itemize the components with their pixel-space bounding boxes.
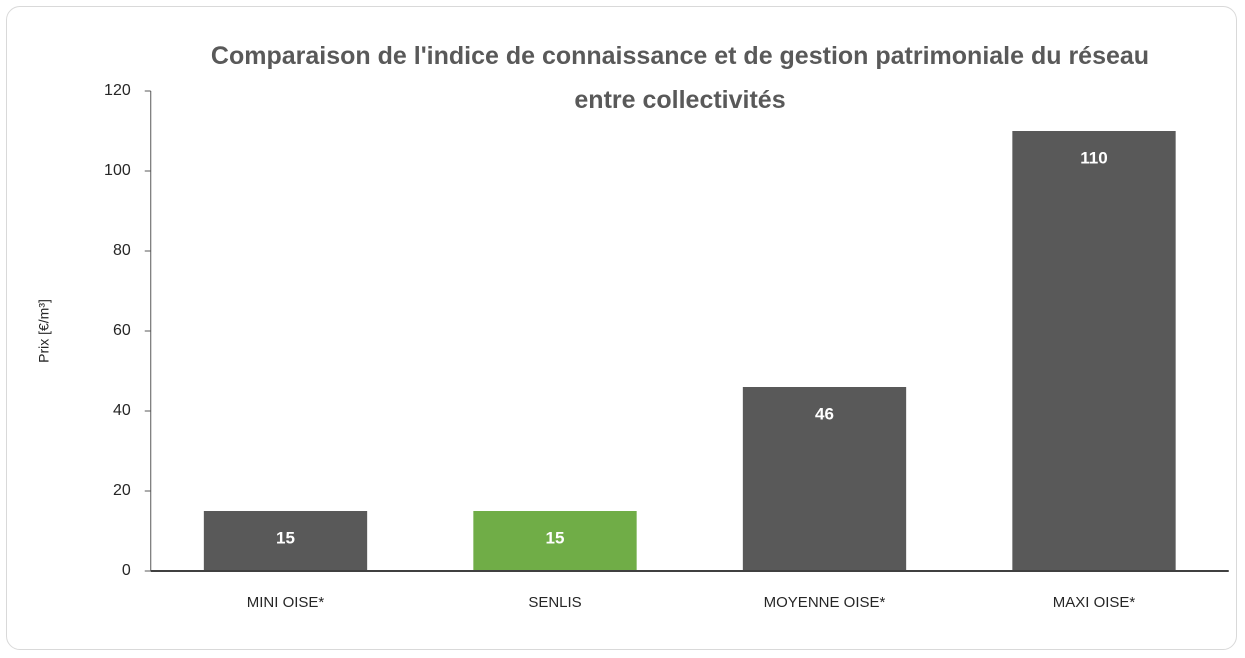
y-axis-label: Prix [€/m³] bbox=[36, 299, 52, 363]
value-label: 15 bbox=[276, 528, 295, 547]
bar bbox=[203, 511, 368, 571]
value-label: 15 bbox=[546, 528, 565, 547]
x-tick-label: MINI OISE* bbox=[247, 594, 325, 611]
y-tick-label: 60 bbox=[113, 322, 131, 339]
y-tick-label: 40 bbox=[113, 402, 131, 419]
y-tick-label: 80 bbox=[113, 242, 131, 259]
x-tick-label: MAXI OISE* bbox=[1053, 594, 1136, 611]
bar bbox=[473, 511, 637, 571]
value-label: 110 bbox=[1080, 148, 1107, 167]
y-tick-label: 100 bbox=[104, 162, 131, 179]
chart-title: Comparaison de l'indice de connaissance … bbox=[210, 42, 1150, 114]
y-tick-label: 120 bbox=[104, 82, 131, 99]
bar bbox=[742, 387, 907, 571]
x-tick-label: MOYENNE OISE* bbox=[764, 594, 886, 611]
x-tick-label: SENLIS bbox=[528, 594, 581, 611]
value-label: 46 bbox=[815, 404, 834, 423]
chart-frame bbox=[6, 6, 1237, 650]
y-tick-label: 20 bbox=[113, 482, 131, 499]
bar bbox=[1012, 131, 1176, 571]
y-tick-label: 0 bbox=[122, 562, 131, 579]
